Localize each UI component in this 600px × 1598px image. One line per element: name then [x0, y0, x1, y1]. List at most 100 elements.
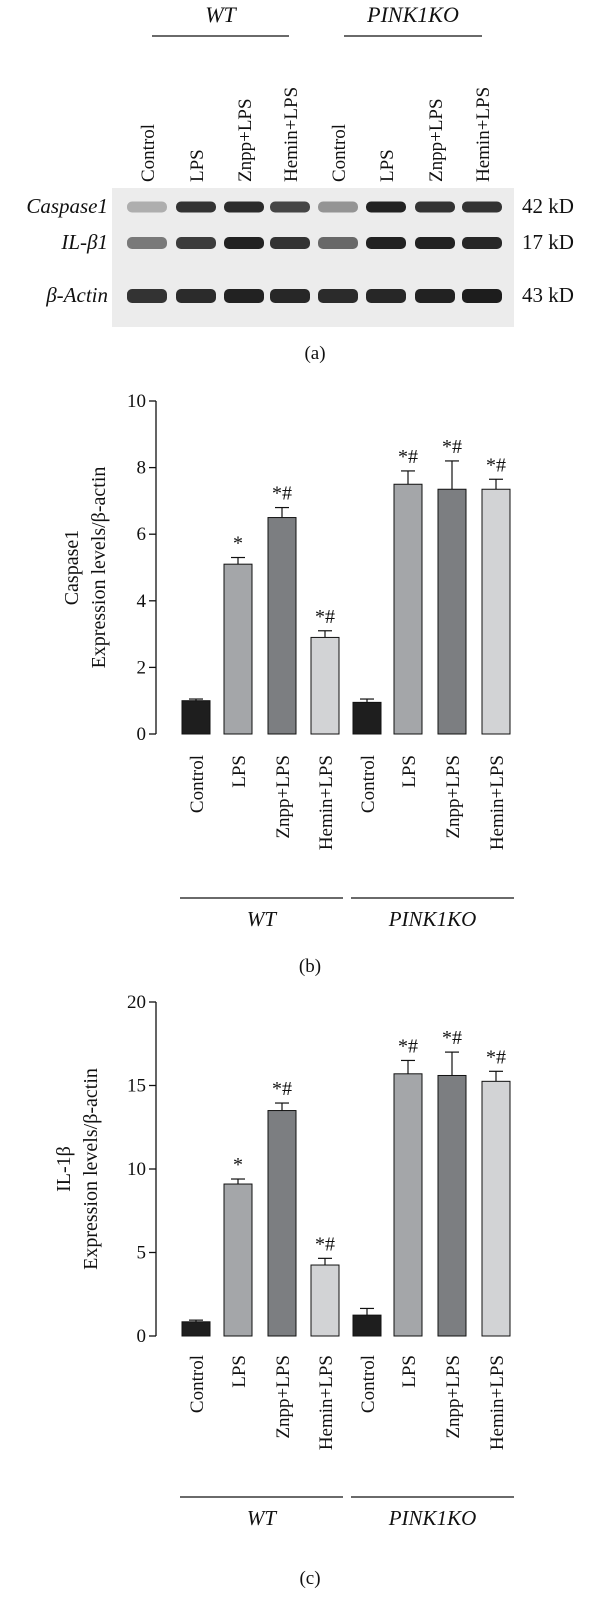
panel-b-caspase1-chart: 0 2 4 6 8 10 Caspase1 Expression levels/β-actin… — [61, 391, 514, 977]
panel-caption: (c) — [299, 1568, 320, 1589]
y-axis-label: Caspase1 — [61, 530, 83, 606]
blot-row-label: IL-β1 — [60, 230, 108, 254]
bar — [181, 700, 211, 735]
group-label: WT — [247, 907, 277, 931]
blot-band — [462, 237, 502, 249]
y-tick-label: 0 — [137, 1326, 147, 1347]
y-tick-label: 4 — [137, 591, 147, 612]
blot-band — [462, 289, 502, 303]
y-tick-label: 6 — [137, 524, 147, 545]
x-tick-label: Znpp+LPS — [273, 755, 294, 839]
x-tick-label: LPS — [399, 755, 420, 788]
blot-band — [224, 289, 264, 303]
panel-caption: (b) — [299, 956, 321, 977]
blot-lane-label: Hemin+LPS — [473, 87, 494, 182]
group-label: WT — [247, 1506, 277, 1530]
y-axis-label: Expression levels/β-actin — [88, 467, 110, 669]
blot-lane-label: Znpp+LPS — [235, 98, 256, 182]
y-tick-label: 10 — [127, 1159, 146, 1180]
blot-band — [270, 289, 310, 303]
y-tick-label: 20 — [127, 992, 146, 1013]
x-tick-label: Znpp+LPS — [443, 1355, 464, 1439]
bar — [481, 488, 511, 735]
blot-lane-label: LPS — [377, 149, 398, 182]
bar — [437, 488, 467, 735]
x-tick-label: Control — [187, 1355, 208, 1413]
blot-row-label: β-Actin — [45, 283, 108, 307]
blot-band — [270, 201, 310, 213]
blot-row-label: Caspase1 — [26, 194, 108, 218]
blot-band — [415, 201, 455, 213]
bar — [352, 1314, 382, 1337]
significance-label: * — [233, 1154, 243, 1176]
bar — [437, 1074, 467, 1337]
blot-band — [224, 201, 264, 213]
y-tick-label: 5 — [137, 1243, 147, 1264]
x-tick-label: Control — [358, 1355, 379, 1413]
blot-kd-label: 42 kD — [522, 194, 574, 218]
x-tick-label: Hemin+LPS — [316, 1355, 337, 1450]
blot-band — [176, 237, 216, 249]
blot-band — [366, 201, 406, 213]
blot-lane-label: LPS — [187, 149, 208, 182]
y-tick-label: 0 — [137, 724, 147, 745]
x-tick-label: Znpp+LPS — [443, 755, 464, 839]
blot-band — [176, 201, 216, 213]
bar — [267, 1110, 297, 1337]
x-tick-label: Hemin+LPS — [316, 755, 337, 850]
blot-kd-label: 43 kD — [522, 283, 574, 307]
significance-label: *# — [486, 454, 506, 476]
significance-label: *# — [398, 446, 418, 468]
significance-label: *# — [315, 606, 335, 628]
significance-label: *# — [486, 1046, 506, 1068]
x-tick-label: Control — [187, 755, 208, 813]
x-tick-label: LPS — [229, 1355, 250, 1388]
blot-band — [127, 237, 167, 249]
panel-caption: (a) — [304, 343, 325, 364]
blot-lane-label: Hemin+LPS — [281, 87, 302, 182]
bar — [352, 701, 382, 735]
blot-band — [318, 237, 358, 249]
bar — [310, 636, 340, 735]
blot-lane-label: Znpp+LPS — [426, 98, 447, 182]
x-tick-label: Hemin+LPS — [487, 1355, 508, 1450]
y-axis-label: IL-1β — [53, 1146, 75, 1192]
blot-band — [127, 289, 167, 303]
blot-band — [415, 237, 455, 249]
significance-label: *# — [442, 436, 462, 458]
blot-lane-label: Control — [329, 124, 350, 182]
y-tick-label: 10 — [127, 391, 146, 412]
y-tick-label: 15 — [127, 1076, 146, 1097]
bar — [310, 1264, 340, 1337]
group-label: PINK1KO — [388, 907, 477, 931]
x-tick-label: Hemin+LPS — [487, 755, 508, 850]
group-label: PINK1KO — [388, 1506, 477, 1530]
bar — [393, 483, 423, 735]
y-tick-label: 2 — [137, 657, 147, 678]
significance-label: *# — [442, 1027, 462, 1049]
blot-band — [127, 201, 167, 213]
y-tick-label: 8 — [137, 458, 147, 479]
blot-lane-label: Control — [138, 124, 159, 182]
blot-band — [270, 237, 310, 249]
bar — [393, 1073, 423, 1337]
x-tick-label: Znpp+LPS — [273, 1355, 294, 1439]
bar — [267, 517, 297, 735]
blot-band — [224, 237, 264, 249]
y-axis-label: Expression levels/β-actin — [80, 1068, 102, 1270]
blot-band — [415, 289, 455, 303]
bar — [223, 563, 253, 735]
blot-group-label: PINK1KO — [366, 2, 459, 27]
blot-band — [366, 289, 406, 303]
blot-band — [366, 237, 406, 249]
blot-group-label: WT — [205, 2, 237, 27]
panel-a-western-blot: WT PINK1KO Control LPS Znpp+LPS Hemin+LPS Cont… — [26, 2, 574, 364]
bar — [223, 1183, 253, 1337]
significance-label: * — [233, 533, 243, 555]
significance-label: *# — [272, 1078, 292, 1100]
significance-label: *# — [272, 483, 292, 505]
significance-label: *# — [398, 1035, 418, 1057]
x-tick-label: Control — [358, 755, 379, 813]
blot-kd-label: 17 kD — [522, 230, 574, 254]
